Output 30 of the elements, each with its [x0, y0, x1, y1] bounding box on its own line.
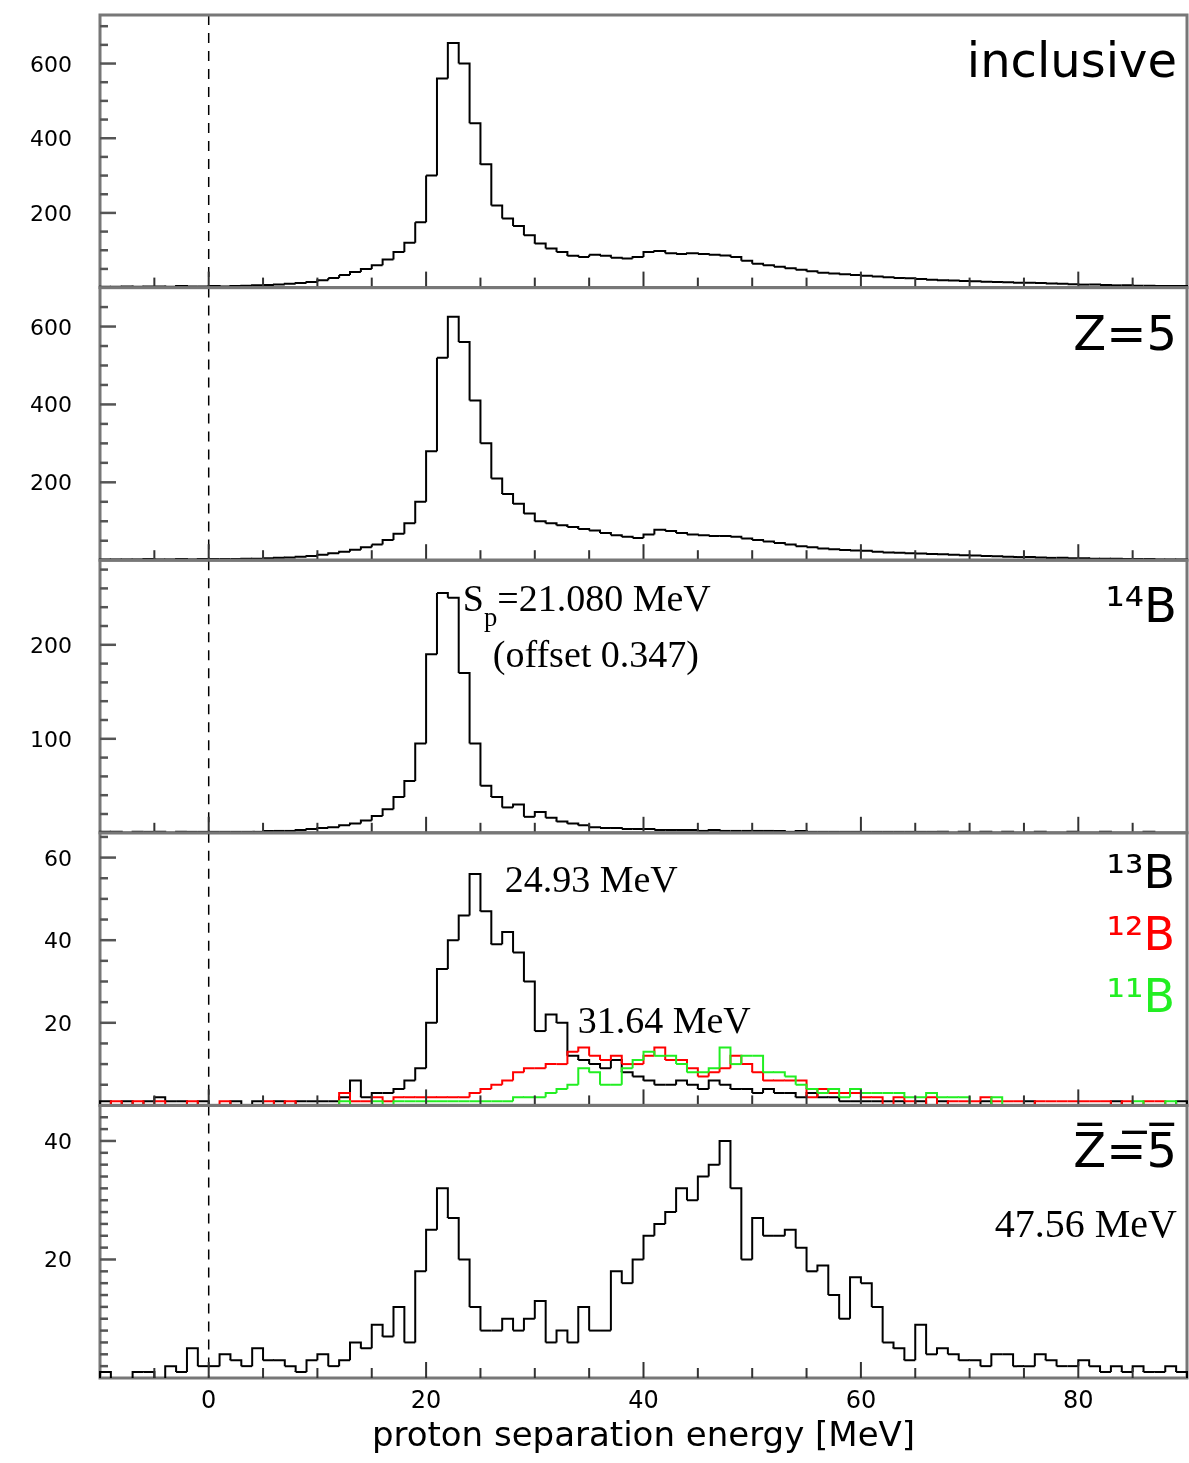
- annotation: ¹⁴B: [1105, 577, 1177, 634]
- y-tick-label: 20: [44, 1010, 72, 1036]
- series-label: ¹¹B: [1106, 968, 1175, 1023]
- y-tick-label: 200: [30, 470, 72, 496]
- annotation: inclusive: [966, 32, 1177, 88]
- y-tick-label: 600: [30, 51, 72, 77]
- y-tick-label: 400: [30, 392, 72, 418]
- x-tick-label: 20: [410, 1386, 442, 1414]
- annotation: 47.56 MeV: [994, 1201, 1178, 1247]
- x-tick-label: 80: [1063, 1386, 1094, 1414]
- y-tick-label: 40: [44, 1128, 72, 1154]
- y-tick-label: 200: [30, 632, 72, 658]
- annotation: 31.64 MeV: [577, 998, 752, 1041]
- x-tick-label: 40: [628, 1386, 659, 1414]
- y-tick-label: 20: [44, 1247, 72, 1273]
- annotation: S$_{p}$=21.080 MeV (offset 0.347): [462, 577, 712, 677]
- annotation: Z̅=̅5̅: [1073, 1121, 1177, 1179]
- y-tick-label: 600: [30, 314, 72, 340]
- y-tick-label: 100: [30, 726, 72, 752]
- y-tick-label: 200: [30, 200, 72, 226]
- x-tick-label: 60: [845, 1386, 877, 1414]
- annotation: Z=5: [1073, 304, 1177, 361]
- annotation: 24.93 MeV: [504, 858, 679, 901]
- text: ¹³B: [1106, 844, 1175, 899]
- text: ¹²B: [1106, 906, 1175, 961]
- y-tick-label: 40: [44, 928, 72, 954]
- x-tick-label: 0: [201, 1386, 217, 1414]
- y-tick-label: 60: [44, 845, 72, 871]
- y-tick-label: 400: [30, 126, 72, 152]
- x-axis-title: proton separation energy [MeV]: [371, 1414, 916, 1454]
